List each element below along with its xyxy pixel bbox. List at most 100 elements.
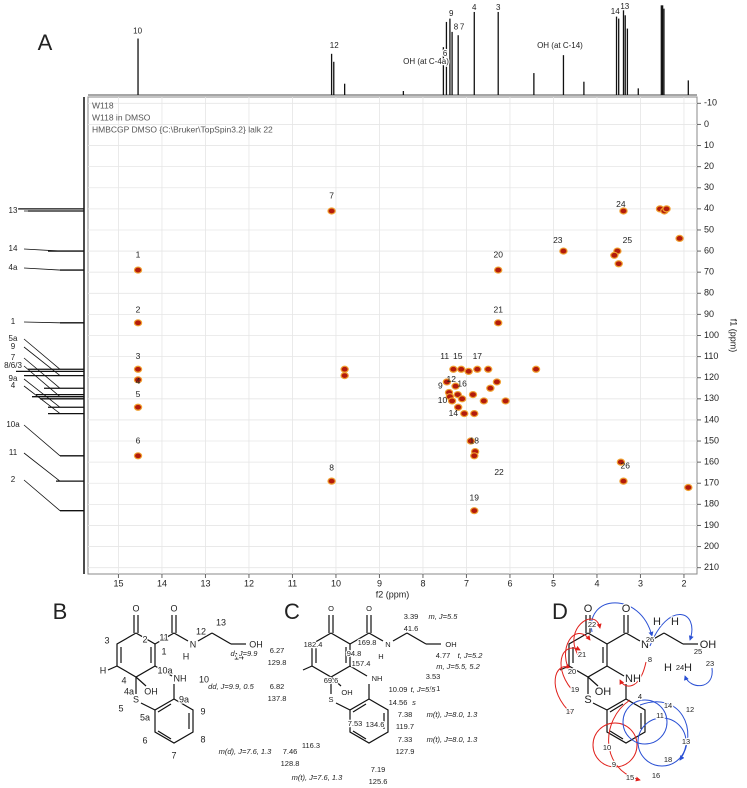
cross-peak [494, 266, 503, 274]
correlation-label: H [664, 662, 672, 674]
correlation-label: 12 [686, 705, 694, 714]
annotation-label: OH [445, 640, 456, 649]
arrow [590, 602, 654, 637]
annotation-label: 7.38 [398, 710, 413, 719]
peak-label: 9 [438, 380, 443, 390]
structure-label: 1 [161, 646, 166, 656]
peak-label: 12 [446, 374, 456, 384]
structure-label: 14 [234, 651, 244, 661]
correlation-label: 20 [568, 667, 576, 676]
annotation-label: s [412, 698, 416, 707]
x-tick-label: 4 [594, 578, 599, 588]
correlation-label: H [671, 616, 679, 628]
annotation-label: 14.56 [389, 698, 408, 707]
cross-peak [327, 207, 336, 215]
structure-label: 3 [104, 635, 109, 645]
cross-peak [133, 452, 143, 460]
carbon-leader [23, 452, 61, 482]
carbon-leader [23, 267, 61, 271]
annotation-label: m, J=5.5, 5.2 [436, 662, 480, 671]
x-tick-label: 12 [244, 578, 254, 588]
cross-peak [133, 365, 143, 373]
correlation-label: 25 [694, 647, 702, 656]
cross-peak [449, 365, 458, 373]
structure-label: 5 [118, 703, 123, 713]
annotation-label: O [328, 604, 334, 613]
structure-label: O [132, 603, 139, 613]
annotation-label: 7.19 [371, 765, 386, 774]
structure-label: 10a [157, 665, 172, 675]
annotation-label: d, J=9.9 [231, 649, 259, 658]
y-tick-label: 180 [704, 499, 719, 509]
annotation-label: 7.46 [283, 747, 298, 756]
y-tick-label: 120 [704, 372, 719, 382]
cross-peak [619, 477, 628, 485]
carbon-label: 1 [11, 317, 16, 326]
arrow [619, 661, 647, 687]
x-axis-label: f2 (ppm) [376, 589, 410, 599]
cross-peak [327, 477, 336, 485]
y-tick-label: 20 [704, 161, 714, 171]
peak-label: 8 [329, 463, 334, 473]
structure-label: 13 [216, 617, 226, 627]
correlation-label: OH [595, 686, 612, 698]
annotation-label: H [378, 652, 383, 661]
structure-label: 2 [142, 634, 147, 644]
cross-peak [473, 365, 482, 373]
carbon-leader [23, 385, 61, 414]
peak-label: 15 [453, 351, 463, 361]
structure-label: 5a [140, 712, 150, 722]
annotation-label: 60.1 [426, 684, 441, 693]
cross-peak [133, 266, 143, 274]
peak-label: 14 [449, 408, 459, 418]
cross-peak [460, 409, 469, 418]
proton-label: 9 [449, 9, 454, 18]
cross-peak [451, 382, 460, 390]
cross-peak [492, 378, 502, 386]
structure-label: 10 [199, 674, 209, 684]
cross-peak [133, 376, 143, 384]
cross-peak [619, 207, 628, 215]
arrow [649, 614, 694, 647]
correlation-label: 11 [656, 711, 664, 720]
y-axis-label: f1 (ppm) [729, 319, 739, 353]
proton-label: 7 [460, 22, 465, 31]
panel-label: A [38, 30, 53, 55]
cross-peak [684, 483, 693, 492]
y-tick-label: 190 [704, 520, 719, 530]
proton-label: 13 [620, 2, 629, 11]
annotation-label: 127.9 [396, 747, 415, 756]
hmbc-arrows [554, 602, 713, 782]
cross-peak [614, 260, 623, 268]
peak-label: 25 [623, 235, 633, 245]
y-tick-label: 80 [704, 288, 714, 298]
correlation-label: 23 [706, 659, 714, 668]
x-tick-label: 10 [331, 578, 341, 588]
arrow [622, 699, 668, 745]
annotation-label: 3.53 [426, 672, 441, 681]
correlation-label: 26 [646, 635, 654, 644]
x-tick-label: 8 [420, 578, 425, 588]
arrow [639, 701, 689, 761]
carbon-leader [23, 321, 61, 324]
y-tick-label: 170 [704, 478, 719, 488]
annotation-label: 10.09 [389, 685, 408, 694]
carbon-leader [23, 479, 61, 511]
y-tick-label: -10 [704, 98, 717, 108]
y-tick-label: 60 [704, 245, 714, 255]
correlation-label: 24 [676, 663, 684, 672]
structure-label: NH [174, 673, 187, 683]
structure-label: H [183, 651, 190, 661]
annotation-label: 69.6 [324, 676, 339, 685]
annotation-label: 116.3 [302, 741, 320, 750]
y-tick-label: 100 [704, 330, 719, 340]
annotation-label: 6.27 [270, 646, 285, 655]
carbon-leader [23, 365, 61, 398]
structure-label: N [190, 639, 197, 649]
cross-peak [662, 205, 671, 213]
structure-label: 9 [200, 706, 205, 716]
peak-label: 4 [136, 376, 141, 386]
cross-peak [453, 403, 463, 411]
arrow [637, 717, 687, 767]
annotation-label: 134.6 [366, 720, 385, 729]
